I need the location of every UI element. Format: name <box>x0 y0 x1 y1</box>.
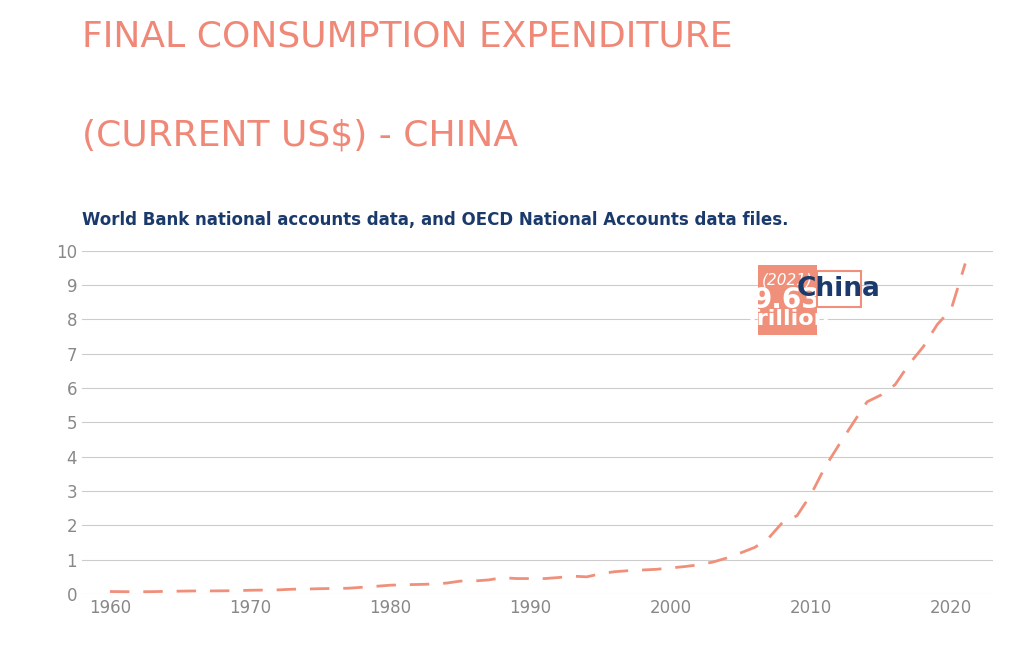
Text: (CURRENT US$) - CHINA: (CURRENT US$) - CHINA <box>82 119 518 153</box>
Text: (2021): (2021) <box>762 273 813 288</box>
FancyBboxPatch shape <box>816 271 861 308</box>
Text: FINAL CONSUMPTION EXPENDITURE: FINAL CONSUMPTION EXPENDITURE <box>82 20 732 54</box>
Text: Trillion: Trillion <box>744 310 829 329</box>
Text: China: China <box>797 277 881 302</box>
Text: 9.63: 9.63 <box>753 286 821 313</box>
Text: World Bank national accounts data, and OECD National Accounts data files.: World Bank national accounts data, and O… <box>82 211 788 229</box>
FancyBboxPatch shape <box>758 265 816 335</box>
